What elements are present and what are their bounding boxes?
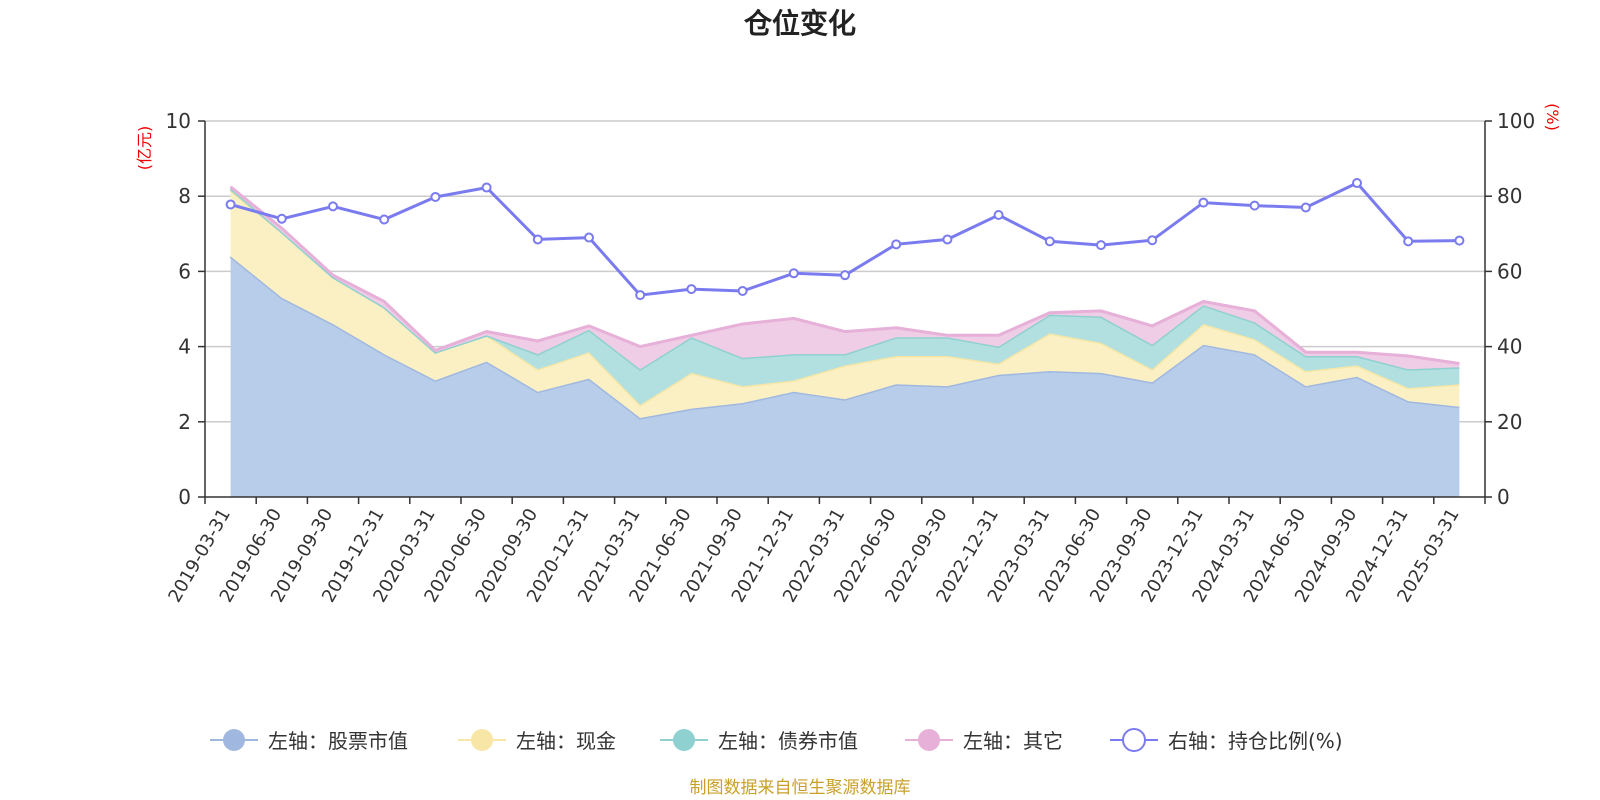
legend-marker	[673, 729, 695, 751]
left-tick-label: 0	[178, 485, 191, 509]
left-tick-label: 2	[178, 410, 191, 434]
right-tick-label: 60	[1497, 259, 1522, 283]
ratio-point	[635, 290, 646, 301]
ratio-point	[942, 234, 953, 245]
ratio-point	[328, 201, 338, 212]
right-tick-label: 80	[1497, 184, 1522, 208]
ratio-point	[840, 270, 850, 281]
area-series-2	[230, 190, 1460, 418]
legend-label: 左轴：其它	[963, 729, 1063, 753]
ratio-point	[584, 232, 594, 243]
ratio-point	[532, 234, 543, 245]
source-note: 制图数据来自恒生聚源数据库	[690, 778, 911, 798]
legend-label: 左轴：债券市值	[718, 729, 858, 753]
ratio-point	[481, 182, 492, 193]
legend: 左轴：股票市值 左轴：现金 左轴：债券市值 左轴：其它 右轴：持仓比例(%)	[210, 728, 1343, 753]
ratio-point	[1249, 200, 1260, 211]
ratio-point	[1147, 235, 1158, 246]
ratio-point	[993, 210, 1004, 220]
right-tick-label: 100	[1497, 109, 1535, 133]
left-tick-label: 10	[166, 109, 191, 133]
left-tick-label: 4	[178, 335, 191, 359]
legend-marker	[223, 729, 245, 751]
ratio-point	[430, 191, 441, 202]
ratio-point	[276, 213, 287, 224]
legend-marker	[918, 729, 940, 751]
ratio-point	[225, 199, 236, 210]
ratio-point	[1096, 240, 1106, 251]
ratio-point	[1403, 236, 1414, 247]
area-series-1	[230, 256, 1460, 497]
area-edge-series-4	[229, 185, 1460, 365]
ratio-point	[737, 285, 748, 296]
legend-item-2: 左轴：现金	[458, 729, 616, 753]
ratio-point	[1044, 236, 1055, 247]
legend-item-1: 左轴：股票市值	[210, 729, 408, 753]
legend-label: 左轴：股票市值	[268, 729, 408, 753]
legend-label: 右轴：持仓比例(%)	[1168, 729, 1343, 753]
ratio-point	[788, 268, 799, 279]
legend-item-4: 左轴：其它	[905, 729, 1063, 753]
right-tick-label: 40	[1497, 335, 1522, 359]
left-axis-unit: (亿元)	[135, 126, 154, 171]
ratio-line	[225, 178, 1465, 301]
ratio-point	[1454, 235, 1465, 246]
ratio-point	[1352, 178, 1362, 189]
chart-title: 仓位变化	[744, 7, 856, 40]
ratio-point	[1300, 202, 1311, 213]
legend-item-3: 左轴：债券市值	[660, 729, 858, 753]
ratio-point	[1198, 197, 1209, 208]
right-tick-label: 0	[1497, 485, 1510, 509]
right-tick-label: 20	[1497, 410, 1522, 434]
left-tick-label: 6	[178, 259, 191, 283]
stacked-areas	[229, 185, 1460, 497]
legend-label: 左轴：现金	[516, 729, 616, 753]
legend-marker	[471, 729, 493, 751]
legend-marker	[1122, 728, 1146, 752]
ratio-point	[891, 239, 902, 250]
ratio-point	[686, 284, 697, 295]
area-series-3	[230, 188, 1460, 405]
right-axis-unit: (%)	[1543, 103, 1562, 131]
ratio-point	[379, 214, 390, 225]
left-tick-label: 8	[178, 184, 191, 208]
legend-item-5: 右轴：持仓比例(%)	[1110, 728, 1343, 753]
